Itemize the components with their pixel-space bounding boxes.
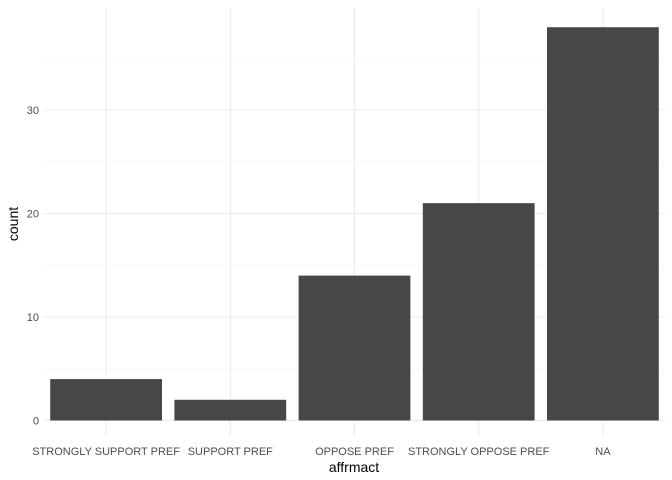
y-tick-label: 0 xyxy=(33,416,39,428)
x-tick-label: SUPPORT PREF xyxy=(188,446,273,458)
y-axis-title: count xyxy=(5,207,21,241)
x-axis-title: affrmact xyxy=(329,459,379,475)
y-axis-ticks: 0 10 20 30 xyxy=(27,105,39,428)
y-tick-label: 20 xyxy=(27,209,39,221)
x-tick-label: STRONGLY SUPPORT PREF xyxy=(32,446,180,458)
bar xyxy=(422,203,535,421)
bar xyxy=(174,399,287,421)
bar xyxy=(298,275,411,421)
x-tick-label: NA xyxy=(595,446,611,458)
y-tick-label: 10 xyxy=(27,312,39,324)
x-tick-label: OPPOSE PREF xyxy=(315,446,394,458)
bars xyxy=(50,27,659,421)
x-tick-label: STRONGLY OPPOSE PREF xyxy=(408,446,550,458)
x-axis-ticks: STRONGLY SUPPORT PREF SUPPORT PREF OPPOSE … xyxy=(32,446,611,458)
bar xyxy=(547,27,659,421)
y-tick-label: 30 xyxy=(27,105,39,117)
bar xyxy=(50,379,162,421)
